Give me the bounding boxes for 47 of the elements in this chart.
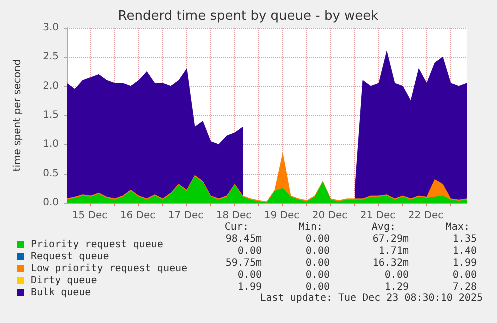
chart-title: Renderd time spent by queue - by week: [118, 9, 380, 24]
x-tick-label: 18 Dec: [216, 210, 252, 222]
text: Max:: [446, 222, 470, 234]
y-tick-label: 1.0: [43, 139, 59, 150]
text: 0.00: [306, 282, 330, 293]
x-tick-label: 21 Dec: [360, 210, 396, 222]
x-tick-label: 22 Dec: [408, 210, 444, 222]
text: 1.40: [452, 246, 477, 258]
text: Last update: Tue Dec 23 08:30:10 2025: [260, 293, 483, 305]
x-tick-label: 19 Dec: [264, 210, 300, 222]
text: 67.29m: [372, 234, 409, 246]
y-tick-label: 0.5: [43, 168, 59, 180]
legend-label: Priority request queue: [31, 240, 164, 250]
text: 7.28: [452, 282, 477, 294]
text: 1.29: [384, 282, 409, 294]
text: 0.00: [238, 270, 262, 282]
y-tick-label: 1.5: [43, 110, 59, 121]
x-tick-label: 16 Dec: [120, 210, 156, 222]
text: 0.00: [306, 270, 330, 282]
text: 0.00: [306, 258, 330, 270]
y-tick-label: 2.5: [43, 52, 59, 63]
y-axis-title: time spent per second: [12, 59, 24, 172]
x-tick-label: 15 Dec: [72, 210, 108, 222]
y-tick-label: 0.0: [43, 198, 59, 208]
text: 1.71m: [378, 246, 409, 258]
legend-label: Dirty queue: [31, 276, 98, 286]
text: 0.00: [306, 234, 330, 246]
text: 0.00: [306, 246, 330, 258]
text: 59.75m: [226, 258, 262, 270]
x-tick-label: 20 Dec: [312, 210, 348, 222]
text: 1.35: [452, 234, 477, 246]
text: Avg:: [372, 222, 396, 234]
text: 1.99: [238, 282, 262, 294]
text: 0.00: [452, 270, 477, 282]
text: 1.99: [452, 258, 477, 270]
text: Cur:: [224, 222, 249, 234]
legend-label: Request queue: [31, 252, 110, 262]
text: 98.45m: [226, 234, 262, 246]
y-tick-label: 2.0: [43, 80, 59, 92]
text: 16.32m: [372, 258, 409, 270]
x-tick-label: 17 Dec: [168, 210, 204, 222]
text: Min:: [298, 222, 323, 234]
y-tick-label: 3.0: [43, 22, 59, 34]
legend-label: Low priority request queue: [31, 264, 188, 274]
text: 0.00: [384, 270, 409, 282]
legend-label: Bulk queue: [31, 288, 92, 298]
text: 0.00: [238, 246, 262, 258]
